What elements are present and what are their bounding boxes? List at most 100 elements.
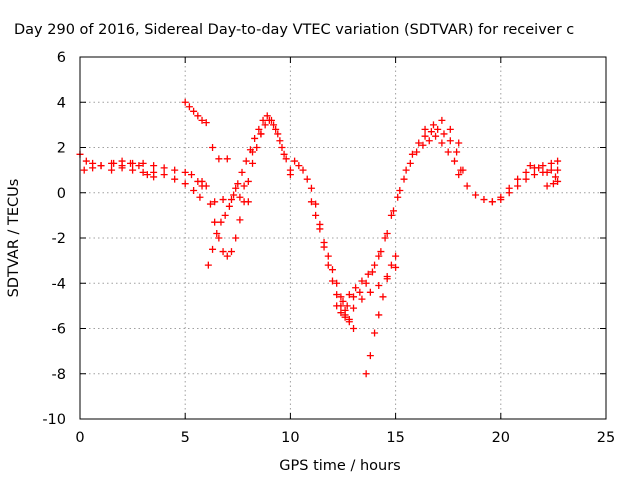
data-point [181,180,189,188]
data-point [383,229,391,237]
data-point [143,171,151,179]
data-point [333,291,341,299]
data-point [209,245,217,253]
data-point [227,196,235,204]
data-point [230,191,238,199]
data-point [453,148,461,156]
data-point [554,177,562,185]
data-point [295,162,303,170]
data-point [225,202,233,210]
y-tick-label-2: -6 [52,322,66,338]
data-point [514,182,522,190]
data-point [514,175,522,183]
data-point [440,130,448,138]
point-series-10 [333,125,467,310]
data-point [341,306,349,314]
data-point [108,166,116,174]
y-tick-labels: -10 -8 -6 -4 -2 0 2 4 6 [42,50,66,428]
data-point [488,198,496,206]
data-point [198,116,206,124]
data-point [362,279,370,287]
data-point [387,261,395,269]
data-point [204,261,212,269]
data-point [554,157,562,165]
data-point [438,139,446,147]
data-point [396,186,404,194]
data-point [129,166,137,174]
data-point [368,268,376,276]
data-point [539,162,547,170]
point-series-14 [421,116,463,147]
data-point [375,252,383,260]
data-point [190,186,198,194]
data-point [171,175,179,183]
data-point [278,144,286,151]
data-point [251,134,259,142]
data-point [526,162,534,170]
data-point [198,177,206,185]
data-point [366,288,374,296]
data-point [421,132,429,140]
data-point [244,198,252,206]
data-point [394,193,402,201]
data-point [320,239,328,247]
data-point [209,144,217,151]
data-point [339,297,347,305]
data-point [530,171,538,179]
data-point [343,302,351,310]
y-tick-label-0: -10 [42,412,66,428]
data-point [261,121,269,129]
data-point [118,157,126,165]
x-tick-label-5: 25 [597,430,615,446]
data-point [337,293,345,301]
x-tick-label-0: 0 [75,430,84,446]
grid-lines [80,57,606,419]
data-point [217,218,225,226]
data-point [392,252,400,260]
axis-ticks [79,56,607,420]
data-point [358,295,366,303]
point-series-16 [488,157,562,206]
data-point [202,119,210,127]
data-point [160,164,168,172]
data-point [379,293,387,301]
data-point [238,168,246,176]
data-point [392,263,400,271]
data-point [215,234,223,242]
data-point [232,234,240,242]
plot-frame [79,56,607,420]
data-point [219,248,227,256]
data-point [202,182,210,190]
data-point [381,234,389,242]
data-point [350,325,358,332]
data-point [316,225,324,233]
data-point [543,182,551,190]
data-point [206,200,214,208]
data-point [227,248,235,256]
data-point [211,198,219,206]
data-point [427,128,435,136]
point-series-6 [209,130,265,192]
x-tick-label-1: 5 [181,430,190,446]
data-point [270,121,278,129]
data-point [350,304,358,312]
data-point [185,103,193,111]
y-axis-label: SDTVAR / TECUs [6,179,22,298]
data-point [312,200,320,208]
point-series-12 [362,252,400,378]
data-point [358,277,366,285]
data-point [110,159,118,167]
data-point [549,180,557,188]
data-point [139,168,147,176]
point-series-11 [337,132,465,317]
data-point [554,166,562,174]
data-point [259,116,267,124]
data-point [413,148,421,156]
y-tick-label-8: 6 [57,50,66,66]
data-point [432,132,440,140]
data-point [118,164,126,172]
data-point [232,184,240,192]
data-point [181,98,189,106]
data-point [126,159,134,167]
